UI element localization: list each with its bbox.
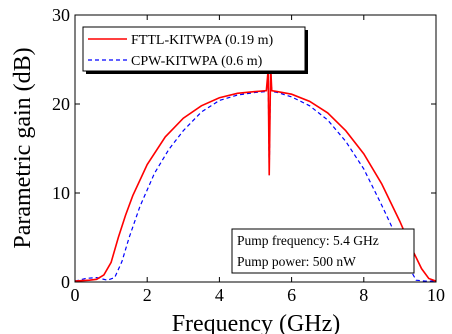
y-tick-label: 20 bbox=[52, 94, 70, 114]
x-tick-label: 0 bbox=[71, 285, 80, 305]
x-axis-label: Frequency (GHz) bbox=[172, 311, 341, 334]
annotation-pump-power: Pump power: 500 nW bbox=[237, 254, 356, 269]
x-tick-label: 2 bbox=[143, 285, 152, 305]
ticks-layer: 0 2 4 6 8 10 0 10 20 30 bbox=[52, 5, 445, 305]
x-tick-label: 8 bbox=[359, 285, 368, 305]
plot-frame bbox=[74, 14, 437, 283]
annotation-box bbox=[231, 228, 415, 274]
x-tick-label: 6 bbox=[287, 285, 296, 305]
legend-label-cpw: CPW-KITWPA (0.6 m) bbox=[131, 54, 263, 69]
y-tick-label: 30 bbox=[52, 5, 70, 25]
series-line-fttl bbox=[75, 66, 436, 282]
legend: FTTL-KITWPA (0.19 m) CPW-KITWPA (0.6 m) bbox=[82, 26, 308, 74]
legend-label-fttl: FTTL-KITWPA (0.19 m) bbox=[131, 33, 274, 48]
x-tick-label: 4 bbox=[215, 285, 224, 305]
annotation-pump-frequency: Pump frequency: 5.4 GHz bbox=[237, 233, 379, 248]
y-axis-label: Parametric gain (dB) bbox=[10, 47, 36, 248]
x-tick-label: 10 bbox=[427, 285, 445, 305]
y-tick-label: 0 bbox=[61, 272, 70, 292]
pump-annotation: Pump frequency: 5.4 GHz Pump power: 500 … bbox=[231, 228, 415, 274]
legend-box bbox=[82, 26, 306, 72]
y-tick-label: 10 bbox=[52, 183, 70, 203]
